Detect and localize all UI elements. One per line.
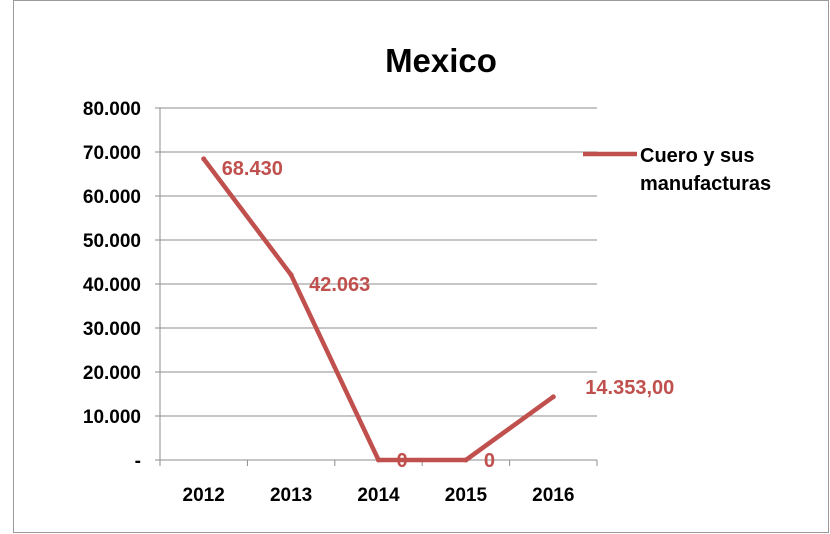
data-point (550, 394, 556, 400)
x-tick-label: 2012 (183, 485, 225, 506)
data-label: 0 (484, 450, 495, 472)
x-tick-label: 2016 (532, 485, 574, 506)
x-tick-label: 2015 (445, 485, 488, 506)
data-label: 42.063 (309, 274, 370, 296)
data-label: 68.430 (222, 158, 283, 180)
y-tick-label: 20.000 (83, 363, 141, 384)
data-point (288, 272, 294, 278)
data-point (201, 156, 207, 162)
y-tick-label: 60.000 (83, 187, 141, 208)
data-point (376, 457, 381, 463)
y-tick-label: 70.000 (83, 143, 141, 164)
data-label: 0 (397, 450, 408, 472)
series-line (201, 156, 556, 463)
y-tick-label: - (135, 451, 141, 472)
y-tick-label: 40.000 (83, 275, 141, 296)
x-tick-label: 2013 (270, 485, 312, 506)
x-tick-label: 2014 (357, 485, 400, 506)
chart-title: Mexico (385, 42, 497, 79)
y-tick-label: 10.000 (83, 407, 141, 428)
legend-label: manufacturas (640, 173, 771, 195)
data-point (463, 457, 469, 463)
chart-frame (13, 0, 829, 533)
y-tick-label: 30.000 (83, 319, 141, 340)
legend-label: Cuero y sus (640, 145, 754, 167)
y-tick-label: 50.000 (83, 231, 141, 252)
data-label: 14.353,00 (585, 377, 674, 399)
y-tick-label: 80.000 (83, 99, 141, 120)
